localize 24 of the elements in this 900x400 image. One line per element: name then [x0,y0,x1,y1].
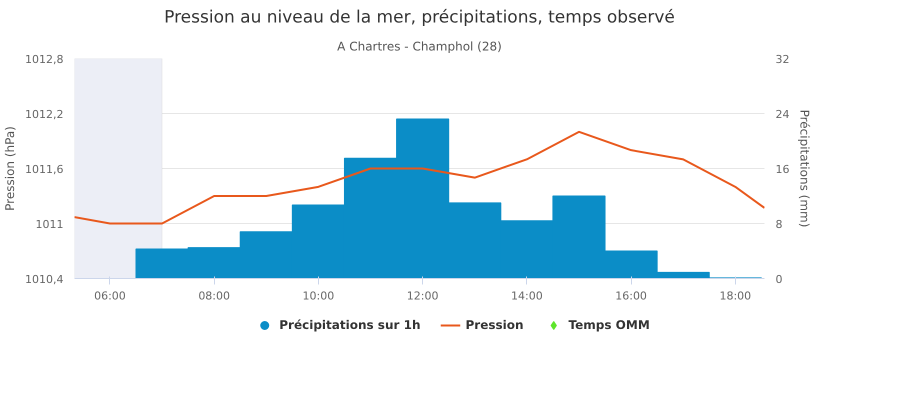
y2-tick-label: 16 [776,163,790,176]
y-tick-label: 1011,6 [25,163,64,176]
legend-label: Temps OMM [568,318,650,332]
y2-tick-label: 32 [776,53,790,66]
y-tick-label: 1010,4 [25,273,64,286]
legend-label: Pression [465,318,524,332]
x-tick-label: 16:00 [615,290,647,302]
y2-tick-label: 0 [776,273,782,286]
x-tick-label: 10:00 [302,290,334,302]
y-tick-label: 1012,2 [25,108,64,121]
x-tick-label: 12:00 [406,290,438,302]
x-tick-label: 08:00 [198,290,230,302]
x-tick-label: 06:00 [94,290,126,302]
x-tick-label: 14:00 [511,290,543,302]
legend-label: Précipitations sur 1h [279,318,420,332]
chart-title: Pression au niveau de la mer, précipitations, temps observé [164,8,675,28]
y-axis-title: Pression (hPa) [3,126,18,211]
y-tick-label: 1012,8 [25,53,64,66]
y-tick-label: 1011 [36,218,64,231]
y2-axis-title: Précipitations (mm) [797,110,812,228]
x-tick-label: 18:00 [719,290,752,302]
y2-tick-label: 8 [776,218,782,231]
y2-tick-label: 24 [776,108,790,121]
chart-subtitle: A Chartres - Champhol (28) [337,40,502,54]
